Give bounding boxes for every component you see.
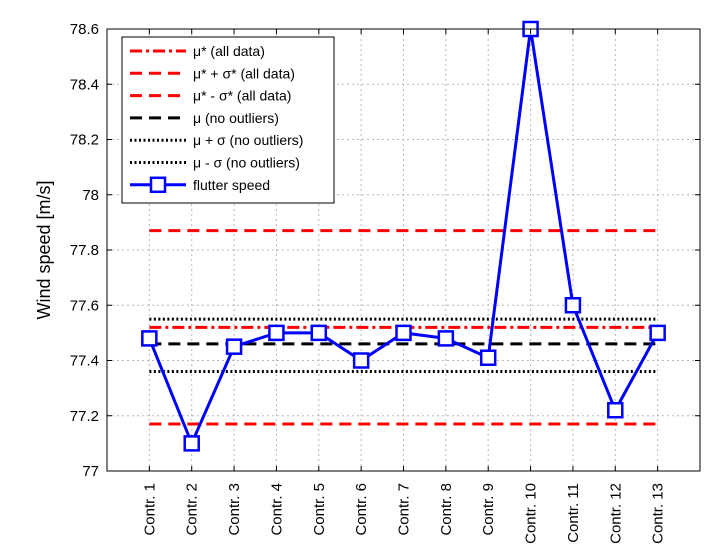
y-ticks: 77 77.2 77.4 77.6 77.8 78 78.2 78.4 78.6 xyxy=(70,21,700,480)
grid xyxy=(107,28,700,472)
legend-label-6: flutter speed xyxy=(193,177,270,193)
x-tick-label: Contr. 2 xyxy=(184,483,201,536)
flutter-point xyxy=(268,324,285,342)
flutter-series xyxy=(141,20,666,452)
legend-label-1: μ* + σ* (all data) xyxy=(193,65,295,81)
y-tick-label: 78 xyxy=(82,187,99,204)
x-tick-label: Contr. 12 xyxy=(607,483,624,544)
legend-label-5: μ - σ (no outliers) xyxy=(193,155,300,171)
y-tick-label: 77.8 xyxy=(70,242,99,259)
legend: μ* (all data) μ* + σ* (all data) μ* - σ* (… xyxy=(121,36,335,204)
y-tick-label: 77.4 xyxy=(70,353,99,370)
x-ticks: Contr. 1 Contr. 2 Contr. 3 Contr. 4 Contr. 5… xyxy=(141,29,667,544)
legend-label-0: μ* (all data) xyxy=(193,43,265,59)
y-tick-label: 77.6 xyxy=(70,297,99,314)
y-tick-label: 77.2 xyxy=(70,408,99,425)
y-tick-label: 77 xyxy=(82,463,99,480)
x-tick-label: Contr. 8 xyxy=(438,483,455,536)
legend-marker xyxy=(149,176,167,194)
flutter-point xyxy=(649,324,666,342)
y-tick-label: 78.4 xyxy=(70,76,99,93)
flutter-point xyxy=(395,324,412,342)
legend-label-2: μ* - σ* (all data) xyxy=(193,88,291,104)
x-tick-label: Contr. 9 xyxy=(480,483,497,536)
x-tick-label: Contr. 6 xyxy=(353,483,370,536)
x-tick-label: Contr. 11 xyxy=(565,483,582,543)
x-tick-label: Contr. 1 xyxy=(141,483,158,536)
legend-label-4: μ + σ (no outliers) xyxy=(193,132,303,148)
x-tick-label: Contr. 5 xyxy=(311,483,328,536)
flutter-point xyxy=(352,352,370,369)
y-tick-label: 78.2 xyxy=(70,132,99,149)
y-tick-label: 78.6 xyxy=(70,21,99,38)
x-tick-label: Contr. 3 xyxy=(226,483,243,536)
y-axis-label: Wind speed [m/s] xyxy=(34,180,54,319)
flutter-point xyxy=(564,297,582,314)
flutter-point xyxy=(437,330,455,347)
x-tick-label: Contr. 13 xyxy=(650,483,667,544)
flutter-point xyxy=(479,349,497,366)
x-tick-label: Contr. 10 xyxy=(523,483,540,544)
flutter-point xyxy=(607,401,624,419)
legend-label-3: μ (no outliers) xyxy=(193,110,279,126)
flutter-point xyxy=(183,435,200,452)
flutter-point xyxy=(225,338,243,355)
flutter-point xyxy=(310,324,328,342)
legend-box xyxy=(121,36,335,204)
flutter-point xyxy=(141,330,158,347)
x-tick-label: Contr. 7 xyxy=(396,483,413,536)
x-tick-label: Contr. 4 xyxy=(268,483,285,536)
